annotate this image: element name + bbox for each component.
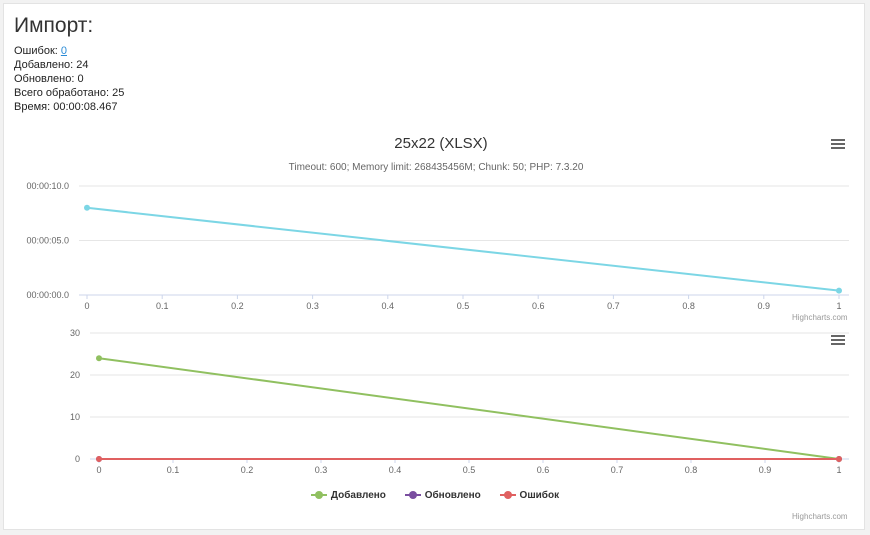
y-tick-label: 0	[75, 454, 80, 464]
x-tick-label: 0.8	[682, 301, 695, 311]
y-tick-label: 30	[70, 328, 80, 338]
series-line	[86, 206, 840, 292]
x-tick-label: 0	[96, 465, 101, 475]
legend-item-added[interactable]: Добавлено	[310, 490, 386, 501]
y-tick-label: 00:00:10.0	[26, 181, 69, 191]
legend-symbol	[499, 491, 516, 500]
highcharts-credit[interactable]: Highcharts.com	[792, 313, 848, 322]
total-count: 25	[112, 87, 125, 99]
highcharts-credit[interactable]: Highcharts.com	[792, 512, 848, 521]
timing-chart: 25x22 (XLSX) Timeout: 600; Memory limit:…	[26, 135, 849, 311]
chart-menu-button[interactable]	[831, 139, 845, 150]
x-tick-label: 0.5	[457, 301, 470, 311]
x-tick-label: 0.4	[389, 465, 402, 475]
x-tick-label: 0.2	[241, 465, 254, 475]
series-line	[98, 357, 840, 460]
legend-item-errors[interactable]: Ошибок	[499, 490, 559, 501]
y-tick-label: 10	[70, 412, 80, 422]
x-tick-label: 0.3	[306, 301, 319, 311]
x-tick-label: 0.5	[463, 465, 476, 475]
data-point[interactable]	[84, 204, 90, 211]
x-tick-label: 1	[836, 465, 841, 475]
x-tick-label: 0.2	[231, 301, 244, 311]
x-tick-label: 0.1	[167, 465, 180, 475]
import-stats: Ошибок: 0 Добавлено: 24 Обновлено: 0 Все…	[14, 44, 124, 114]
x-tick-label: 0.8	[685, 465, 698, 475]
chart-menu-button[interactable]	[831, 335, 845, 346]
data-point[interactable]	[96, 355, 102, 362]
stat-time: Время: 00:00:08.467	[14, 101, 118, 113]
chart-title: 25x22 (XLSX)	[394, 135, 487, 152]
x-tick-label: 0.9	[758, 301, 771, 311]
x-tick-label: 0.9	[759, 465, 772, 475]
x-tick-label: 0.1	[156, 301, 169, 311]
y-tick-label: 00:00:00.0	[26, 290, 69, 300]
stat-total: Всего обработано: 25	[14, 87, 125, 99]
y-tick-label: 00:00:05.0	[26, 236, 69, 246]
added-count: 24	[76, 59, 89, 71]
data-point[interactable]	[836, 287, 842, 294]
x-tick-label: 1	[836, 301, 841, 311]
x-tick-label: 0.6	[532, 301, 545, 311]
import-panel: Импорт: Ошибок: 0 Добавлено: 24 Обновлен…	[3, 3, 865, 530]
x-tick-label: 0.4	[382, 301, 395, 311]
data-point[interactable]	[96, 456, 102, 462]
stat-added: Добавлено: 24	[14, 59, 89, 71]
x-tick-label: 0.3	[315, 465, 328, 475]
x-tick-label: 0.6	[537, 465, 550, 475]
legend-symbol	[404, 491, 421, 500]
stat-errors: Ошибок: 0	[14, 45, 67, 57]
elapsed-time: 00:00:08.467	[53, 101, 118, 113]
y-tick-label: 20	[70, 370, 80, 380]
page-title: Импорт:	[14, 14, 94, 37]
chart-subtitle: Timeout: 600; Memory limit: 268435456M; …	[289, 162, 584, 173]
errors-count-link[interactable]: 0	[60, 45, 67, 57]
legend-item-updated[interactable]: Обновлено	[404, 490, 481, 501]
updated-count: 0	[77, 73, 84, 85]
counts-chart: 0 10 20 30 0 0.1 0.2 0.3 0.4 0.5 0.6 0.7 0.8 0.9 1	[70, 328, 849, 475]
stat-updated: Обновлено: 0	[14, 73, 84, 85]
x-tick-label: 0.7	[607, 301, 620, 311]
x-tick-label: 0.7	[611, 465, 624, 475]
x-tick-label: 0	[84, 301, 89, 311]
chart-legend: Добавлено Обновлено Ошибок	[4, 490, 866, 501]
data-point[interactable]	[836, 456, 842, 462]
legend-symbol	[310, 491, 327, 500]
